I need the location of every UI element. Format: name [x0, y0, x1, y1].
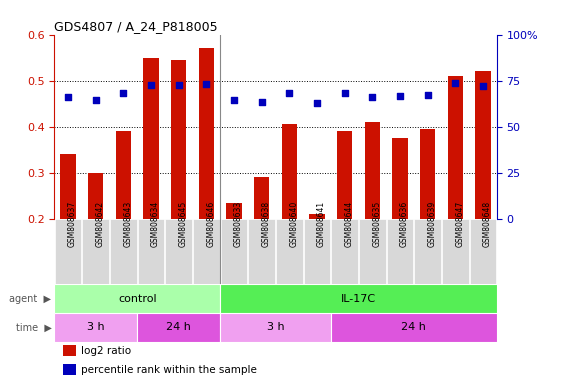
- Point: [312, 100, 321, 106]
- Point: [423, 92, 432, 98]
- Text: GSM808647: GSM808647: [455, 201, 464, 247]
- Point: [340, 89, 349, 96]
- Bar: [420, 129, 435, 219]
- Point: [395, 93, 404, 99]
- Point: [368, 94, 377, 100]
- Bar: [442, 219, 469, 284]
- Text: 24 h: 24 h: [401, 322, 426, 333]
- Point: [478, 83, 488, 89]
- Bar: [110, 219, 136, 284]
- Text: agent  ▶: agent ▶: [9, 293, 51, 304]
- Text: 3 h: 3 h: [87, 322, 104, 333]
- Bar: [282, 124, 297, 219]
- Text: GSM808636: GSM808636: [400, 201, 409, 247]
- Text: GSM808640: GSM808640: [289, 201, 298, 247]
- Bar: [171, 60, 186, 219]
- Bar: [248, 219, 275, 284]
- Bar: [392, 138, 408, 219]
- Bar: [448, 76, 463, 219]
- Point: [63, 94, 73, 100]
- Text: GSM808644: GSM808644: [345, 201, 353, 247]
- Text: GSM808646: GSM808646: [206, 201, 215, 247]
- Bar: [365, 122, 380, 219]
- Bar: [138, 219, 164, 284]
- Bar: [227, 203, 242, 219]
- Bar: [415, 219, 441, 284]
- Point: [174, 82, 183, 88]
- Bar: [88, 173, 103, 219]
- Bar: [61, 154, 76, 219]
- Point: [147, 82, 156, 88]
- Point: [202, 81, 211, 88]
- Bar: [116, 131, 131, 219]
- Bar: [166, 219, 192, 284]
- Bar: [304, 219, 330, 284]
- Bar: [63, 364, 77, 375]
- Bar: [331, 313, 497, 342]
- Bar: [254, 177, 270, 219]
- Text: GSM808633: GSM808633: [234, 201, 243, 247]
- Text: GSM808639: GSM808639: [428, 201, 437, 247]
- Text: percentile rank within the sample: percentile rank within the sample: [81, 365, 257, 375]
- Point: [257, 99, 266, 105]
- Bar: [63, 345, 77, 356]
- Text: GSM808638: GSM808638: [262, 201, 271, 247]
- Bar: [143, 58, 159, 219]
- Bar: [54, 313, 137, 342]
- Text: 3 h: 3 h: [267, 322, 284, 333]
- Text: time  ▶: time ▶: [15, 322, 51, 333]
- Text: GSM808648: GSM808648: [483, 201, 492, 247]
- Point: [285, 89, 294, 96]
- Bar: [137, 313, 220, 342]
- Bar: [54, 284, 220, 313]
- Text: GSM808635: GSM808635: [372, 201, 381, 247]
- Bar: [309, 214, 324, 219]
- Bar: [337, 131, 352, 219]
- Text: GDS4807 / A_24_P818005: GDS4807 / A_24_P818005: [54, 20, 218, 33]
- Bar: [276, 219, 303, 284]
- Text: GSM808642: GSM808642: [96, 201, 104, 247]
- Bar: [331, 219, 358, 284]
- Text: IL-17C: IL-17C: [341, 293, 376, 304]
- Point: [91, 97, 100, 103]
- Text: 24 h: 24 h: [166, 322, 191, 333]
- Point: [451, 80, 460, 86]
- Bar: [387, 219, 413, 284]
- Point: [230, 97, 239, 103]
- Bar: [220, 313, 331, 342]
- Text: GSM808637: GSM808637: [68, 201, 77, 247]
- Text: GSM808641: GSM808641: [317, 201, 326, 247]
- Bar: [359, 219, 385, 284]
- Bar: [55, 219, 81, 284]
- Text: GSM808634: GSM808634: [151, 201, 160, 247]
- Bar: [199, 48, 214, 219]
- Bar: [470, 219, 496, 284]
- Text: GSM808643: GSM808643: [123, 201, 132, 247]
- Bar: [220, 284, 497, 313]
- Point: [119, 89, 128, 96]
- Bar: [221, 219, 247, 284]
- Bar: [193, 219, 220, 284]
- Text: GSM808645: GSM808645: [179, 201, 188, 247]
- Text: control: control: [118, 293, 156, 304]
- Text: log2 ratio: log2 ratio: [81, 346, 131, 356]
- Bar: [475, 71, 490, 219]
- Bar: [82, 219, 109, 284]
